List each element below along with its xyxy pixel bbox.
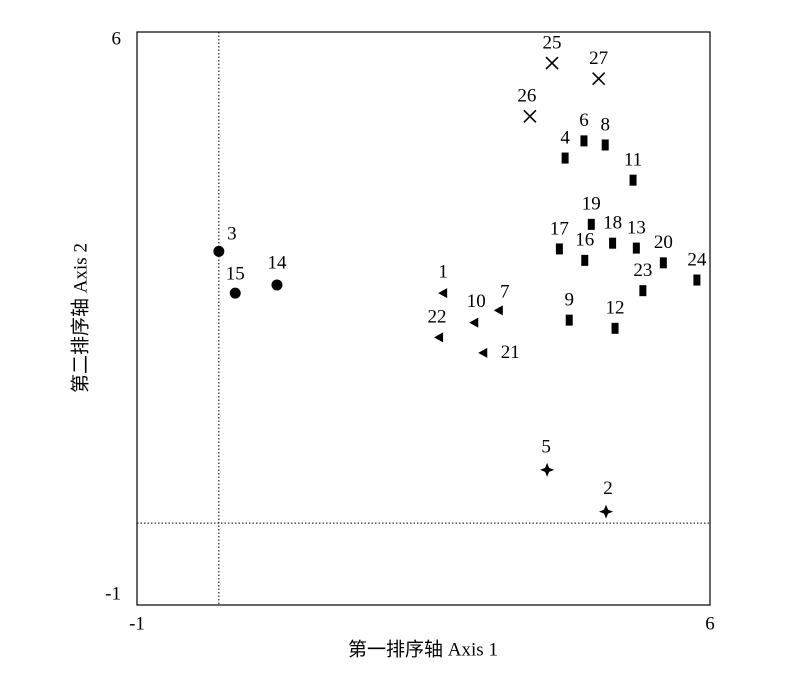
- point-label: 24: [687, 249, 707, 270]
- y-tick-label: 6: [112, 28, 122, 49]
- x-tick-label: -1: [129, 613, 145, 634]
- point: [438, 288, 448, 299]
- point: [587, 218, 595, 230]
- point: [601, 139, 609, 151]
- point: [659, 257, 667, 269]
- point-label: 1: [438, 261, 448, 282]
- point: [493, 305, 503, 316]
- point: [611, 322, 619, 334]
- point: [632, 242, 640, 254]
- point-label: 3: [227, 224, 237, 245]
- point-label: 20: [654, 232, 673, 253]
- point-label: 6: [579, 110, 589, 131]
- point-label: 27: [589, 48, 608, 69]
- point-label: 22: [428, 307, 447, 328]
- point-label: 12: [606, 298, 625, 319]
- point: [609, 237, 617, 249]
- point-label: 4: [560, 127, 570, 148]
- point: [540, 462, 555, 477]
- point-label: 19: [582, 194, 601, 215]
- point-label: 8: [600, 114, 610, 135]
- point-label: 21: [501, 342, 520, 363]
- point: [478, 347, 488, 358]
- point: [592, 72, 606, 86]
- point-label: 25: [543, 32, 562, 53]
- x-tick-label: 6: [705, 613, 715, 634]
- point: [629, 174, 637, 186]
- point: [545, 56, 559, 70]
- y-tick-label: -1: [105, 583, 121, 604]
- point-label: 16: [575, 230, 594, 251]
- point-label: 7: [500, 282, 510, 303]
- point-label: 2: [603, 478, 613, 499]
- point-label: 15: [226, 263, 245, 284]
- point-label: 11: [624, 150, 642, 171]
- point: [565, 314, 573, 326]
- point: [555, 243, 563, 255]
- point-label: 17: [550, 218, 569, 239]
- point: [434, 332, 444, 343]
- plot-frame: [136, 31, 711, 606]
- point: [271, 279, 283, 291]
- point: [693, 274, 701, 286]
- point: [523, 109, 537, 123]
- point-label: 14: [267, 252, 287, 273]
- point: [229, 287, 241, 299]
- point-label: 10: [467, 291, 486, 312]
- point: [581, 254, 589, 266]
- x-axis-label: 第一排序轴 Axis 1: [348, 638, 498, 660]
- point-label: 18: [603, 213, 622, 234]
- point: [469, 317, 479, 328]
- y-axis-label: 第二排序轴 Axis 2: [69, 243, 91, 393]
- point: [561, 152, 569, 164]
- point-label: 26: [517, 86, 536, 107]
- point-label: 5: [541, 436, 551, 457]
- point: [213, 245, 225, 257]
- point: [599, 504, 614, 519]
- point-label: 23: [633, 260, 652, 281]
- point-label: 9: [564, 289, 574, 310]
- point: [580, 135, 588, 147]
- point-label: 13: [627, 217, 646, 238]
- point: [639, 285, 647, 297]
